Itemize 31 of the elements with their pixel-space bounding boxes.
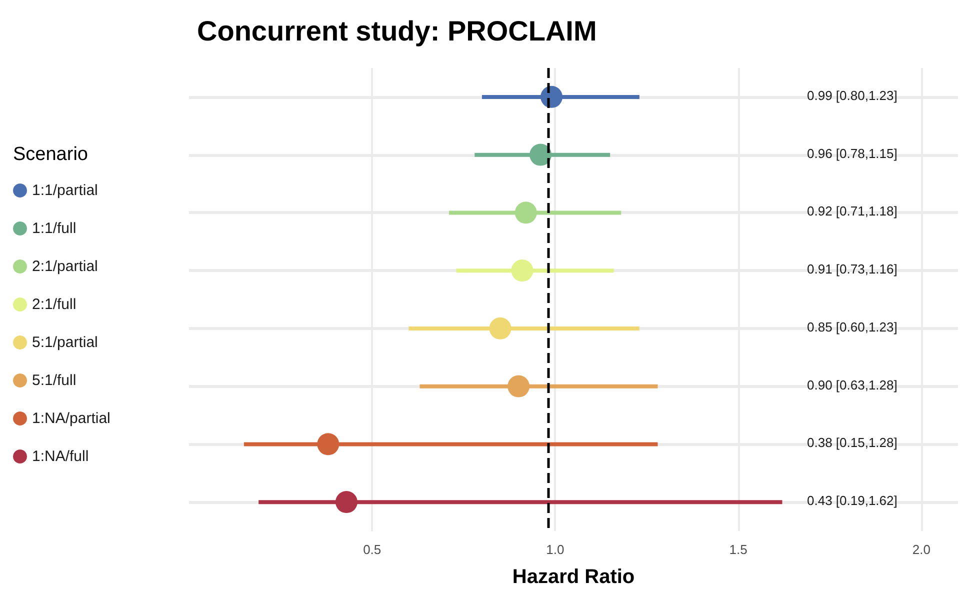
x-tick-label: 1.5 (729, 542, 748, 557)
x-tick-label: 1.0 (546, 542, 564, 557)
x-tick-label: 0.5 (363, 542, 382, 557)
legend-label: 1:NA/partial (32, 410, 110, 427)
point (540, 86, 563, 108)
annotation: 0.99 [0.80,1.23] (807, 88, 898, 103)
legend-title: Scenario (13, 144, 88, 165)
legend-label: 2:1/full (32, 296, 76, 313)
legend-label: 5:1/full (32, 372, 76, 389)
point (489, 317, 512, 340)
annotation: 0.38 [0.15,1.28] (807, 435, 898, 450)
annotation: 0.90 [0.63,1.28] (807, 377, 898, 392)
chart-title: Concurrent study: PROCLAIM (197, 16, 597, 46)
point (511, 260, 534, 282)
point (317, 433, 340, 456)
annotation: 0.85 [0.60,1.23] (807, 319, 898, 334)
point (508, 375, 530, 398)
annotation: 0.96 [0.78,1.15] (807, 146, 898, 161)
legend-label: 1:NA/full (32, 448, 89, 465)
legend-label: 1:1/full (32, 220, 76, 237)
annotation: 0.91 [0.73,1.16] (807, 262, 898, 277)
annotation: 0.92 [0.71,1.18] (807, 204, 898, 219)
point (335, 491, 358, 514)
annotation: 0.43 [0.19,1.62] (807, 493, 898, 508)
x-axis-title: Hazard Ratio (512, 566, 635, 588)
point (530, 144, 552, 166)
point (514, 202, 537, 224)
legend-label: 2:1/partial (32, 258, 98, 275)
legend-label: 5:1/partial (32, 334, 98, 351)
x-tick-label: 2.0 (912, 542, 930, 557)
legend-label: 1:1/partial (32, 182, 98, 199)
